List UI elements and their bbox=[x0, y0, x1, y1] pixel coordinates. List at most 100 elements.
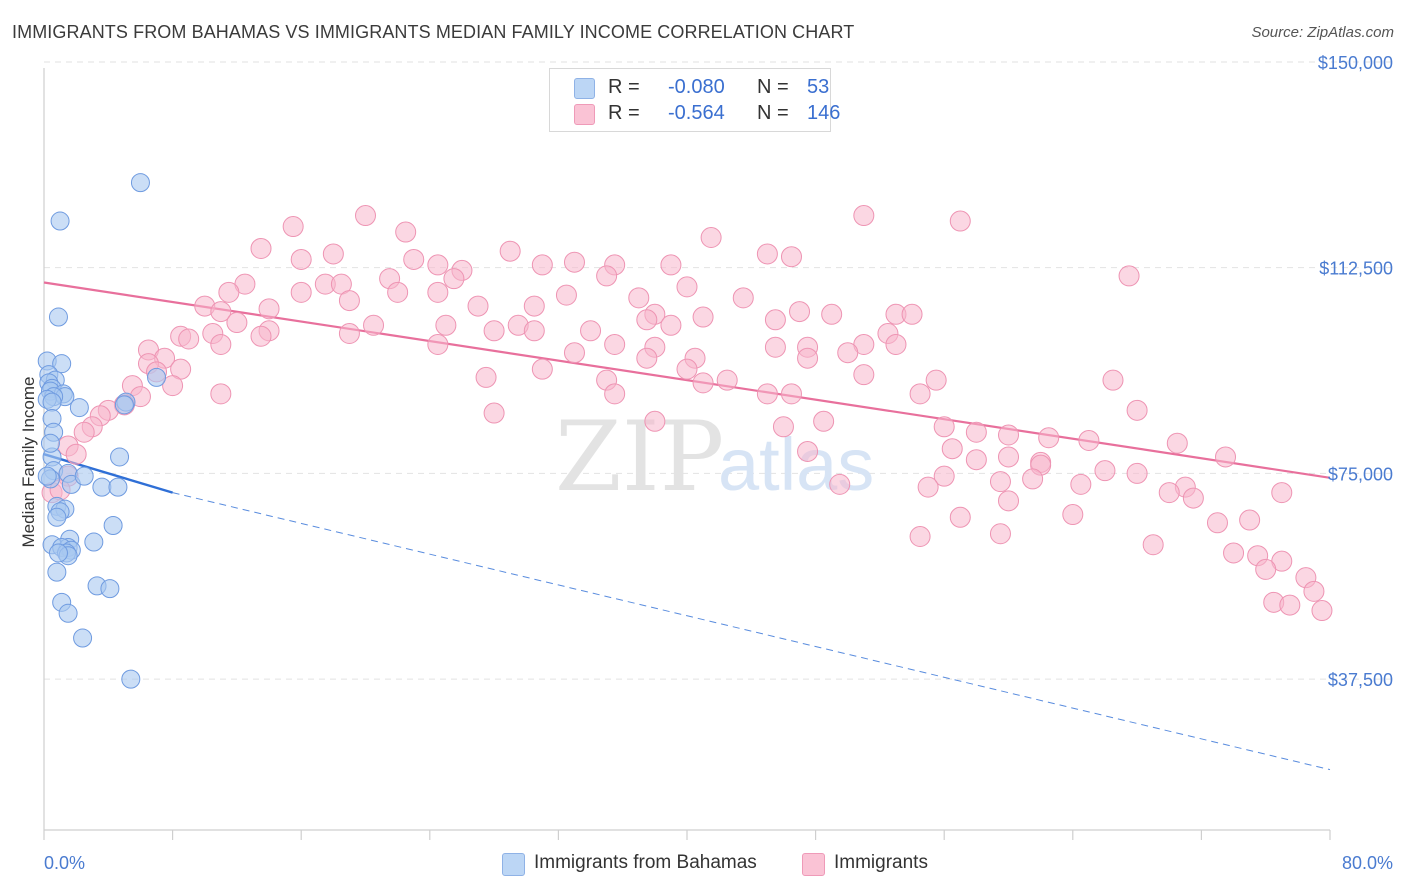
legend-label-bahamas: Immigrants from Bahamas bbox=[534, 852, 757, 873]
data-point-immigrants bbox=[949, 210, 971, 232]
n-label: N = bbox=[757, 76, 789, 98]
data-point-immigrants bbox=[604, 333, 626, 355]
data-point-bahamas bbox=[48, 307, 68, 327]
trend-lines bbox=[43, 281, 1331, 771]
data-point-immigrants bbox=[1126, 399, 1148, 421]
data-point-immigrants bbox=[604, 383, 626, 405]
legend-swatch-pink bbox=[802, 853, 825, 876]
r-value: -0.564 bbox=[668, 102, 725, 124]
data-point-immigrants bbox=[1303, 580, 1325, 602]
data-point-immigrants bbox=[676, 276, 698, 298]
x-tick-label: 80.0% bbox=[1342, 853, 1393, 873]
data-point-immigrants bbox=[998, 446, 1019, 468]
axis-labels: $37,500 $75,000 $112,500 $150,000 0.0% 80.0% M… bbox=[19, 53, 1393, 873]
data-point-bahamas bbox=[48, 543, 68, 563]
x-tick-label: 0.0% bbox=[44, 853, 85, 873]
trend-line-immigrants bbox=[43, 281, 1331, 479]
data-point-immigrants bbox=[338, 323, 360, 345]
data-point-immigrants bbox=[901, 303, 923, 325]
data-point-immigrants bbox=[756, 243, 778, 265]
data-point-immigrants bbox=[933, 416, 955, 438]
data-point-immigrants bbox=[829, 473, 851, 495]
data-point-immigrants bbox=[427, 254, 449, 276]
r-label: R = bbox=[608, 102, 640, 124]
data-point-bahamas bbox=[37, 466, 57, 486]
data-point-immigrants bbox=[1038, 427, 1060, 449]
data-point-immigrants bbox=[692, 306, 714, 328]
data-point-immigrants bbox=[756, 383, 778, 405]
data-point-immigrants bbox=[290, 281, 312, 303]
data-point-immigrants bbox=[1126, 462, 1148, 484]
data-point-bahamas bbox=[114, 395, 134, 415]
legend-label-immigrants: Immigrants bbox=[834, 852, 928, 873]
data-point-immigrants bbox=[1255, 558, 1277, 580]
data-point-immigrants bbox=[660, 314, 682, 336]
data-point-immigrants bbox=[837, 342, 859, 364]
data-point-immigrants bbox=[732, 287, 754, 309]
y-tick-label: $37,500 bbox=[1328, 670, 1393, 690]
data-point-immigrants bbox=[933, 465, 955, 487]
data-point-immigrants bbox=[355, 205, 376, 227]
data-point-immigrants bbox=[764, 336, 786, 358]
data-point-immigrants bbox=[555, 284, 577, 306]
data-point-immigrants bbox=[250, 237, 272, 259]
data-point-immigrants bbox=[949, 506, 971, 528]
r-value: -0.080 bbox=[668, 76, 725, 98]
data-point-bahamas bbox=[84, 532, 104, 552]
data-point-immigrants bbox=[427, 333, 449, 355]
series-immigrants bbox=[41, 205, 1333, 622]
data-point-immigrants bbox=[210, 383, 232, 405]
data-point-immigrants bbox=[813, 410, 835, 432]
chart-title: IMMIGRANTS FROM BAHAMAS VS IMMIGRANTS ME… bbox=[12, 22, 855, 42]
data-point-bahamas bbox=[58, 603, 78, 623]
data-point-immigrants bbox=[1271, 482, 1293, 504]
data-point-bahamas bbox=[103, 516, 123, 536]
data-point-immigrants bbox=[1062, 504, 1084, 526]
legend-swatch-blue bbox=[574, 78, 595, 99]
data-point-immigrants bbox=[989, 523, 1011, 545]
data-point-immigrants bbox=[965, 449, 987, 471]
data-point-immigrants bbox=[523, 295, 545, 317]
data-point-immigrants bbox=[821, 303, 843, 325]
data-point-bahamas bbox=[108, 477, 128, 497]
data-point-immigrants bbox=[1223, 542, 1245, 564]
n-value: 146 bbox=[807, 102, 841, 124]
data-point-immigrants bbox=[467, 295, 489, 317]
data-point-immigrants bbox=[250, 325, 272, 347]
legend-swatch-pink bbox=[574, 104, 595, 125]
data-point-immigrants bbox=[700, 227, 722, 248]
data-point-immigrants bbox=[1118, 265, 1140, 287]
y-tick-label: $150,000 bbox=[1318, 53, 1393, 73]
data-point-immigrants bbox=[1142, 534, 1164, 556]
data-point-immigrants bbox=[636, 347, 658, 369]
data-point-immigrants bbox=[636, 309, 658, 331]
data-point-immigrants bbox=[885, 333, 907, 355]
n-value: 53 bbox=[807, 76, 830, 98]
data-point-immigrants bbox=[998, 490, 1019, 512]
data-point-bahamas bbox=[69, 398, 89, 418]
data-point-immigrants bbox=[210, 301, 232, 323]
data-point-bahamas bbox=[42, 392, 62, 412]
data-point-immigrants bbox=[596, 265, 618, 287]
data-point-immigrants bbox=[499, 240, 521, 262]
data-point-bahamas bbox=[73, 628, 93, 648]
data-point-immigrants bbox=[322, 243, 344, 265]
data-point-immigrants bbox=[178, 328, 200, 350]
data-point-immigrants bbox=[523, 320, 545, 342]
data-point-immigrants bbox=[531, 358, 553, 380]
data-point-immigrants bbox=[483, 402, 505, 424]
data-point-immigrants bbox=[1102, 369, 1124, 391]
data-point-immigrants bbox=[282, 216, 304, 238]
n-label: N = bbox=[757, 102, 789, 124]
data-point-immigrants bbox=[1215, 446, 1237, 468]
data-point-immigrants bbox=[853, 205, 875, 227]
data-point-immigrants bbox=[218, 281, 240, 303]
data-point-immigrants bbox=[909, 525, 931, 547]
data-point-immigrants bbox=[563, 342, 585, 364]
data-point-immigrants bbox=[797, 440, 819, 462]
data-point-immigrants bbox=[162, 375, 184, 397]
data-point-immigrants bbox=[1206, 512, 1228, 534]
data-point-bahamas bbox=[74, 466, 94, 486]
y-tick-label: $112,500 bbox=[1319, 259, 1393, 279]
data-point-immigrants bbox=[780, 246, 802, 268]
